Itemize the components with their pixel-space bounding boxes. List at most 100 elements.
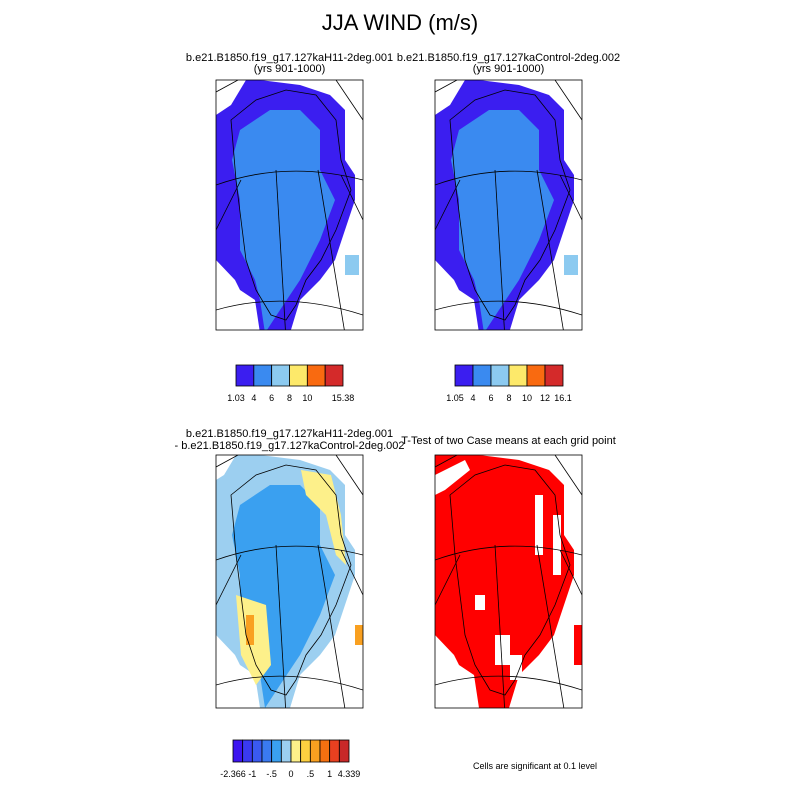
colorbar-box [490, 364, 510, 387]
colorbar-box [309, 739, 321, 763]
panel-frame [215, 79, 364, 331]
colorbar-label: .5 [307, 769, 315, 779]
graticule [317, 169, 345, 330]
panel-title: b.e21.B1850.f19_g17.127kaH11-2deg.001 [186, 52, 393, 64]
diff-field [355, 625, 363, 645]
colorbar-box [289, 364, 308, 387]
colorbar-label: 4 [470, 393, 475, 403]
colorbar-label: 1 [327, 769, 332, 779]
no-data [216, 80, 246, 115]
graticule [216, 170, 363, 186]
colorbar-box [319, 739, 331, 763]
graticule [536, 544, 565, 708]
colorbar-box [242, 739, 253, 763]
colorbar-label: 1.03 [227, 393, 245, 403]
colorbar-box [271, 364, 290, 387]
graticule [435, 300, 582, 316]
wind-field [451, 110, 554, 330]
wind-field [232, 110, 335, 330]
panel-title: (yrs 901-1000) [473, 63, 545, 75]
graticule [435, 545, 582, 561]
significant-cells [574, 625, 582, 665]
colorbar-box [526, 364, 546, 387]
panel-title: (yrs 901-1000) [254, 63, 326, 75]
colorbar-label: 4 [251, 393, 256, 403]
graticule [559, 174, 582, 221]
graticule [216, 80, 239, 93]
panel-title: b.e21.B1850.f19_g17.127kaH11-2deg.001 [186, 428, 393, 440]
graticule [435, 455, 458, 468]
colorbar-box [290, 739, 302, 763]
graticule [494, 544, 505, 708]
map-panel [216, 80, 363, 330]
no-data [475, 595, 485, 610]
graticule [435, 179, 461, 231]
colorbar-box [472, 364, 492, 387]
graticule [216, 554, 242, 606]
colorbar-box [280, 739, 292, 763]
graticule [435, 554, 461, 606]
graticule [559, 549, 582, 596]
coastline [230, 89, 352, 321]
panel-frame [434, 454, 583, 709]
graticule [216, 179, 242, 231]
colorbar-box [261, 739, 273, 763]
colorbar-label: 16.1 [554, 393, 572, 403]
graticule [216, 300, 363, 316]
graticule [335, 455, 363, 496]
footnote: Cells are significant at 0.1 level [473, 761, 597, 771]
graticule [216, 675, 363, 691]
no-data [553, 515, 561, 575]
colorbar-label: 10 [302, 393, 312, 403]
graticule [275, 169, 286, 330]
colorbar-box [232, 739, 244, 763]
panel-title: T-Test of two Case means at each grid po… [401, 435, 616, 447]
graticule [435, 170, 582, 186]
colorbar-label: 12 [540, 393, 550, 403]
colorbar-box [300, 739, 311, 763]
colorbar-box [271, 739, 282, 763]
map-panel [435, 80, 582, 330]
graticule [340, 174, 363, 221]
colorbar-box [454, 364, 474, 387]
colorbar-box [329, 739, 340, 763]
colorbar-label: 6 [269, 393, 274, 403]
no-data [495, 635, 510, 665]
colorbar-box [338, 739, 350, 763]
colorbar-label: -2.366 [220, 769, 246, 779]
graticule [435, 675, 582, 691]
coastline [449, 464, 571, 696]
no-data [510, 655, 522, 680]
graticule [554, 80, 582, 121]
colorbar-label: -.5 [266, 769, 277, 779]
colorbar-box [251, 739, 263, 763]
graticule [216, 455, 239, 468]
colorbar-box [235, 364, 255, 387]
colorbar-label: 0 [288, 769, 293, 779]
colorbar-label: 8 [287, 393, 292, 403]
no-data [535, 495, 543, 555]
colorbar-label: -1 [248, 769, 256, 779]
graticule [335, 80, 363, 121]
graticule [317, 544, 346, 708]
colorbar-label: 15.38 [332, 393, 355, 403]
graticule [554, 455, 582, 496]
colorbar-label: 8 [506, 393, 511, 403]
colorbar-label: 6 [488, 393, 493, 403]
no-data [435, 80, 465, 115]
no-data [435, 460, 470, 495]
colorbar-box [253, 364, 273, 387]
panel-frame [434, 79, 583, 331]
graticule [340, 549, 363, 596]
coastline [449, 89, 571, 321]
wind-field [564, 255, 578, 275]
colorbar-label: 10 [522, 393, 532, 403]
colorbar-label: 4.339 [338, 769, 361, 779]
map-panel [435, 455, 582, 708]
coastline [230, 464, 352, 696]
colorbar-box [508, 364, 528, 387]
figure-title: JJA WIND (m/s) [322, 10, 478, 35]
no-data [216, 455, 236, 480]
panel-title: b.e21.B1850.f19_g17.127kaControl-2deg.00… [397, 52, 620, 64]
graticule [216, 545, 363, 561]
